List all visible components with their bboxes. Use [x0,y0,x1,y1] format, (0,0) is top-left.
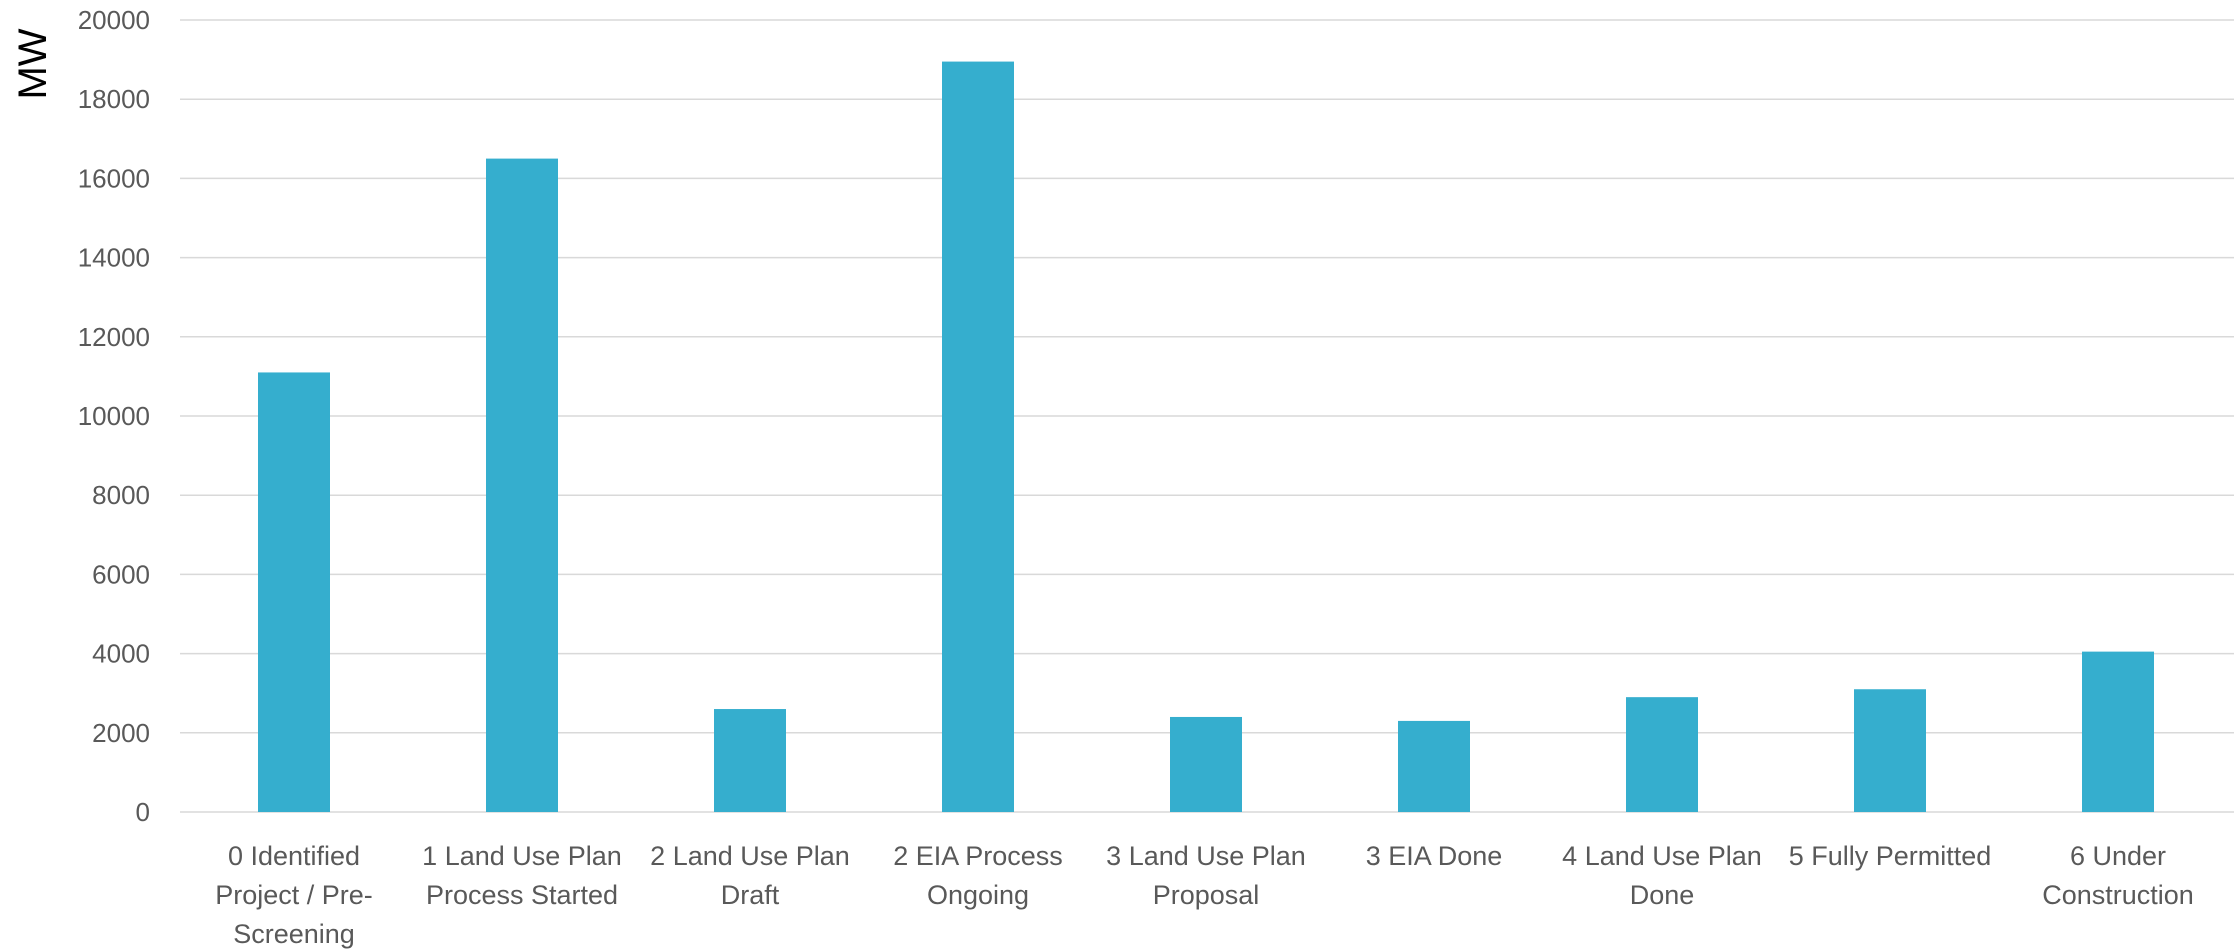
bars [258,61,2154,813]
x-category-label: 2 Land Use Plan Draft [650,841,850,910]
y-tick-label: 12000 [78,322,150,352]
x-category-label: 4 Land Use Plan Done [1562,841,1762,910]
bar [1398,720,1470,812]
bar [486,158,558,813]
x-category-label: 5 Fully Permitted [1789,841,1992,871]
y-tick-label: 2000 [92,718,150,748]
y-tick-label: 0 [136,797,150,827]
bar [1626,697,1698,812]
x-category-label: 1 Land Use Plan Process Started [422,841,622,910]
x-category-label: 3 EIA Done [1366,841,1503,871]
y-tick-label: 4000 [92,639,150,669]
x-category-label: 0 Identified Project / Pre-Screening [215,841,373,949]
y-axis-ticks: 0 2000 4000 6000 8000 10000 12000 14000 16000 180… [78,5,150,827]
bar [942,61,1014,812]
bar [714,709,786,812]
y-tick-label: 8000 [92,480,150,510]
x-axis-labels: 0 Identified Project / Pre-Screening 1 Lan… [215,841,2194,949]
bar [1170,716,1242,812]
bar [2082,651,2154,812]
y-tick-label: 10000 [78,401,150,431]
y-tick-label: 20000 [78,5,150,35]
y-tick-label: 6000 [92,559,150,589]
bar [258,372,330,812]
y-tick-label: 14000 [78,243,150,273]
x-category-label: 6 Under Construction [2042,841,2194,910]
x-category-label: 2 EIA Process Ongoing [893,841,1063,910]
bar [1854,689,1926,812]
y-axis-label: MW [11,28,55,99]
x-category-label: 3 Land Use Plan Proposal [1106,841,1306,910]
y-tick-label: 16000 [78,163,150,193]
y-tick-label: 18000 [78,84,150,114]
